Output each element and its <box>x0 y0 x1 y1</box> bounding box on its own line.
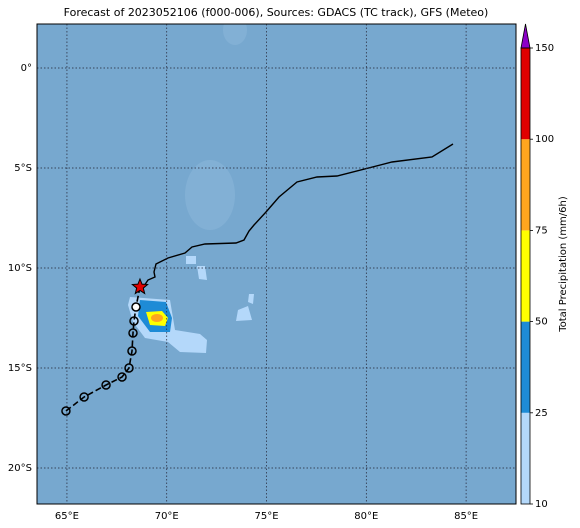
ocean <box>37 24 516 504</box>
colorbar-segment <box>521 412 530 504</box>
x-tick-label: 85°E <box>454 511 478 522</box>
track-point <box>101 380 111 390</box>
cloud-shade <box>185 160 235 230</box>
y-tick-label: 0° <box>21 63 32 74</box>
colorbar-tick-label: 25 <box>535 408 548 419</box>
colorbar-label: Total Precipitation (mm/6h) <box>558 196 569 333</box>
track-point <box>128 328 138 338</box>
x-tick-label: 80°E <box>354 511 378 522</box>
map-area <box>37 24 516 504</box>
cloud-shade <box>223 24 247 45</box>
track-point <box>131 302 141 312</box>
colorbar-tick-label: 150 <box>535 43 554 54</box>
track-point <box>124 363 134 373</box>
colorbar-tick-label: 75 <box>535 225 548 236</box>
coastline <box>143 143 454 287</box>
current-position <box>131 277 149 295</box>
y-tick-label: 15°S <box>8 363 32 374</box>
y-tick-label: 5°S <box>14 163 32 174</box>
track <box>61 277 149 416</box>
y-tick-label: 20°S <box>8 463 32 474</box>
colorbar-segment <box>521 321 530 413</box>
map-title: Forecast of 2023052106 (f000-006), Sourc… <box>64 6 489 19</box>
x-tick-label: 65°E <box>55 511 79 522</box>
colorbar-segment <box>521 230 530 322</box>
precipitation <box>128 256 254 353</box>
colorbar-frame <box>520 47 531 505</box>
x-tick-label: 70°E <box>155 511 179 522</box>
y-tick-label: 10°S <box>8 263 32 274</box>
colorbar-tick-label: 100 <box>535 134 554 145</box>
colorbar: 10 25 50 75 100 150 <box>520 23 554 510</box>
x-tick-label: 75°E <box>254 511 278 522</box>
colorbar-tick-label: 10 <box>535 499 548 510</box>
grid <box>37 24 516 504</box>
track-point <box>127 346 137 356</box>
track-line <box>65 286 141 412</box>
track-point <box>79 392 89 402</box>
colorbar-segment <box>521 48 530 140</box>
colorbar-segment <box>521 139 530 231</box>
colorbar-extension <box>520 23 531 49</box>
track-point <box>61 406 71 416</box>
track-point <box>117 372 127 382</box>
map-frame <box>36 23 517 505</box>
colorbar-tick-label: 50 <box>535 317 548 328</box>
track-point <box>129 316 139 326</box>
